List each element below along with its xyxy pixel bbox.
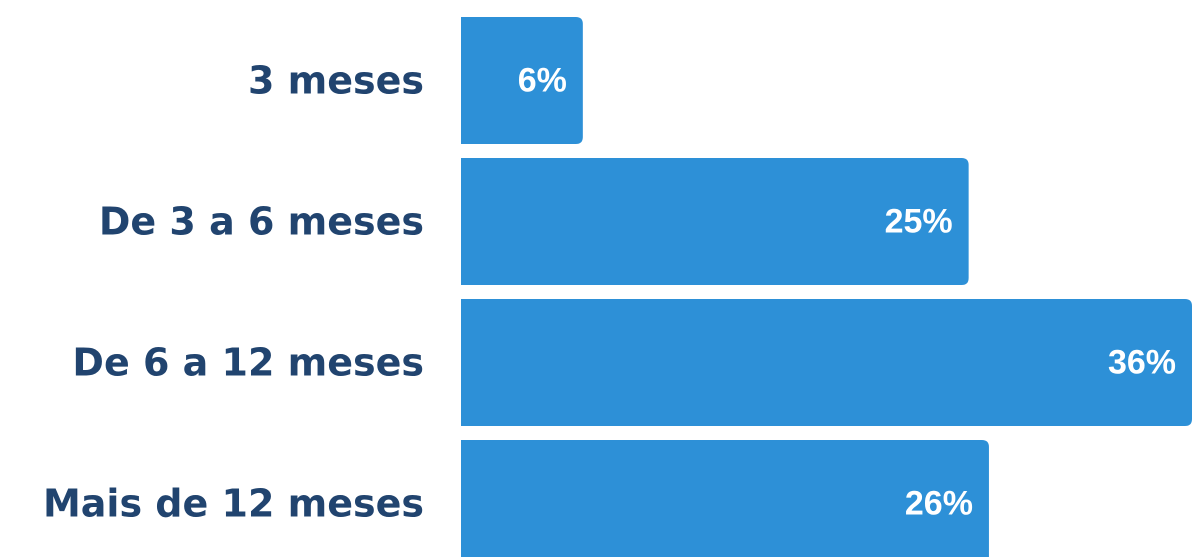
bar (461, 158, 969, 285)
bar (461, 299, 1192, 426)
category-label: De 3 a 6 meses (99, 200, 424, 244)
value-label: 25% (885, 203, 953, 241)
category-label: De 6 a 12 meses (72, 341, 424, 385)
value-label: 26% (905, 485, 973, 523)
bars-group: 3 meses 6% De 3 a 6 meses 25% De 6 a 12 mese… (43, 17, 1192, 557)
bar (461, 440, 989, 557)
value-label: 6% (518, 62, 567, 100)
category-label: 3 meses (248, 59, 424, 103)
category-label: Mais de 12 meses (43, 482, 424, 526)
value-label: 36% (1108, 344, 1176, 382)
bar (461, 17, 583, 144)
